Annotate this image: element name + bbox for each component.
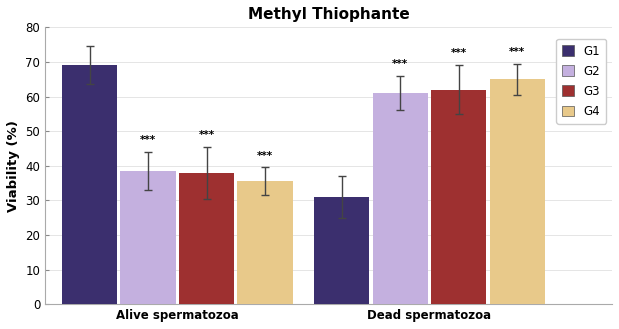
- Legend: G1, G2, G3, G4: G1, G2, G3, G4: [556, 39, 606, 124]
- Bar: [431, 89, 487, 304]
- Bar: [373, 93, 428, 304]
- Bar: [120, 171, 176, 304]
- Bar: [314, 197, 370, 304]
- Text: ***: ***: [257, 151, 273, 161]
- Bar: [179, 173, 235, 304]
- Text: ***: ***: [392, 59, 409, 69]
- Y-axis label: Viability (%): Viability (%): [7, 120, 20, 212]
- Title: Methyl Thiophante: Methyl Thiophante: [248, 7, 410, 22]
- Bar: [490, 79, 545, 304]
- Text: ***: ***: [509, 47, 526, 57]
- Bar: [62, 65, 118, 304]
- Text: ***: ***: [140, 135, 156, 145]
- Bar: [237, 181, 293, 304]
- Text: ***: ***: [451, 48, 467, 59]
- Text: ***: ***: [199, 130, 215, 140]
